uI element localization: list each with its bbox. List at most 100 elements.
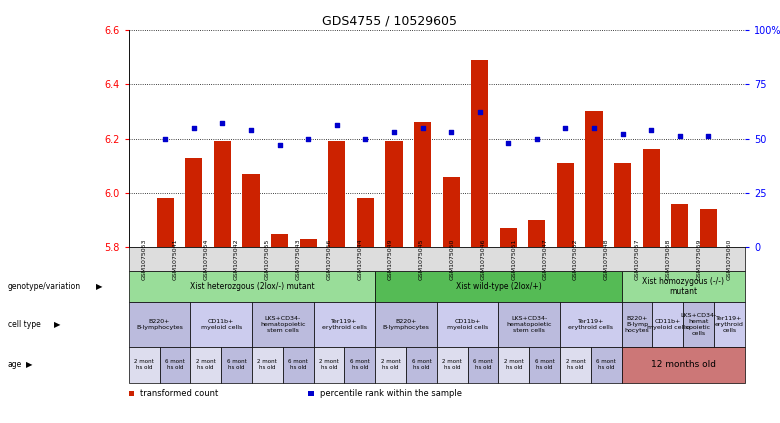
Text: 2 mont
hs old: 2 mont hs old: [504, 360, 523, 370]
Text: GSM1075057: GSM1075057: [635, 238, 640, 280]
Point: [445, 129, 457, 135]
Point: [588, 124, 601, 131]
Bar: [414, 122, 431, 247]
Text: GSM1075046: GSM1075046: [480, 238, 485, 280]
Text: GSM1075055: GSM1075055: [265, 239, 270, 280]
Text: Ter119+
erythroid cells: Ter119+ erythroid cells: [569, 319, 613, 330]
Bar: [557, 163, 574, 247]
Point: [616, 131, 629, 137]
Point: [702, 133, 714, 140]
Bar: [700, 209, 717, 247]
Point: [302, 135, 314, 142]
Text: GSM1075050: GSM1075050: [450, 239, 455, 280]
Point: [473, 109, 486, 116]
Text: GSM1075059: GSM1075059: [697, 238, 701, 280]
Bar: [385, 141, 402, 247]
Bar: [528, 220, 545, 247]
Text: age: age: [8, 360, 22, 369]
Text: GSM1075053: GSM1075053: [142, 238, 147, 280]
Text: Xist heterozgous (2lox/-) mutant: Xist heterozgous (2lox/-) mutant: [190, 282, 314, 291]
Text: 2 mont
hs old: 2 mont hs old: [442, 360, 462, 370]
Point: [159, 135, 172, 142]
Text: Ter119+
erythroid
cells: Ter119+ erythroid cells: [715, 316, 744, 333]
Text: GSM1075043: GSM1075043: [296, 238, 300, 280]
Text: LKS+CD34-
hemat
opoietic
cells: LKS+CD34- hemat opoietic cells: [681, 313, 717, 336]
Text: GSM1075045: GSM1075045: [419, 238, 424, 280]
Text: CD11b+
myeloid cells: CD11b+ myeloid cells: [647, 319, 689, 330]
Text: GSM1075056: GSM1075056: [327, 239, 332, 280]
Bar: [500, 228, 517, 247]
Bar: [356, 198, 374, 247]
Text: GSM1075048: GSM1075048: [604, 238, 608, 280]
Text: 6 mont
hs old: 6 mont hs old: [165, 360, 185, 370]
Point: [388, 129, 400, 135]
Bar: [442, 177, 459, 247]
Bar: [328, 141, 346, 247]
Text: ▶: ▶: [26, 360, 32, 369]
Text: B220+
B-lymphocytes: B220+ B-lymphocytes: [136, 319, 183, 330]
Text: ▶: ▶: [54, 320, 60, 329]
Text: GSM1075049: GSM1075049: [388, 238, 393, 280]
Text: GSM1075054: GSM1075054: [204, 238, 208, 280]
Text: LKS+CD34-
hematopoietic
stem cells: LKS+CD34- hematopoietic stem cells: [260, 316, 306, 333]
Point: [559, 124, 572, 131]
Bar: [271, 234, 288, 247]
Text: B220+
B-lymphocytes: B220+ B-lymphocytes: [382, 319, 430, 330]
Text: ▶: ▶: [96, 282, 102, 291]
Bar: [614, 163, 631, 247]
Point: [673, 133, 686, 140]
Text: percentile rank within the sample: percentile rank within the sample: [320, 389, 462, 398]
Text: CD11b+
myeloid cells: CD11b+ myeloid cells: [200, 319, 242, 330]
Text: 2 mont
hs old: 2 mont hs old: [134, 360, 154, 370]
Text: 2 mont
hs old: 2 mont hs old: [196, 360, 215, 370]
Bar: [186, 158, 203, 247]
Text: 6 mont
hs old: 6 mont hs old: [227, 360, 246, 370]
Point: [530, 135, 543, 142]
Text: GSM1075042: GSM1075042: [234, 238, 239, 280]
Bar: [671, 204, 688, 247]
Bar: [643, 149, 660, 247]
Text: GDS4755 / 10529605: GDS4755 / 10529605: [322, 15, 458, 28]
Point: [273, 142, 285, 148]
Text: GSM1075051: GSM1075051: [512, 239, 516, 280]
Text: 12 months old: 12 months old: [651, 360, 716, 369]
Text: 2 mont
hs old: 2 mont hs old: [381, 360, 400, 370]
Bar: [471, 60, 488, 247]
Text: 6 mont
hs old: 6 mont hs old: [473, 360, 493, 370]
Bar: [243, 174, 260, 247]
Point: [216, 120, 229, 126]
Text: 6 mont
hs old: 6 mont hs old: [412, 360, 431, 370]
Text: 6 mont
hs old: 6 mont hs old: [597, 360, 616, 370]
Text: 2 mont
hs old: 2 mont hs old: [566, 360, 585, 370]
Text: GSM1075047: GSM1075047: [542, 238, 547, 280]
Text: 2 mont
hs old: 2 mont hs old: [319, 360, 339, 370]
Text: GSM1075044: GSM1075044: [357, 238, 362, 280]
Text: 6 mont
hs old: 6 mont hs old: [350, 360, 370, 370]
Text: Xist homozygous (-/-)
mutant: Xist homozygous (-/-) mutant: [642, 277, 725, 296]
Point: [645, 126, 658, 133]
Text: 6 mont
hs old: 6 mont hs old: [535, 360, 555, 370]
Text: GSM1075058: GSM1075058: [665, 239, 670, 280]
Point: [188, 124, 200, 131]
Bar: [586, 111, 603, 247]
Text: Xist wild-type (2lox/+): Xist wild-type (2lox/+): [456, 282, 541, 291]
Bar: [157, 198, 174, 247]
Text: GSM1075060: GSM1075060: [727, 239, 732, 280]
Text: 2 mont
hs old: 2 mont hs old: [257, 360, 277, 370]
Text: GSM1075052: GSM1075052: [573, 238, 578, 280]
Text: CD11b+
myeloid cells: CD11b+ myeloid cells: [447, 319, 488, 330]
Text: LKS+CD34-
hematopoietic
stem cells: LKS+CD34- hematopoietic stem cells: [506, 316, 552, 333]
Text: 6 mont
hs old: 6 mont hs old: [289, 360, 308, 370]
Text: GSM1075041: GSM1075041: [172, 238, 177, 280]
Text: cell type: cell type: [8, 320, 41, 329]
Point: [359, 135, 371, 142]
Text: genotype/variation: genotype/variation: [8, 282, 81, 291]
Point: [331, 122, 343, 129]
Bar: [214, 141, 231, 247]
Text: Ter119+
erythroid cells: Ter119+ erythroid cells: [322, 319, 367, 330]
Point: [417, 124, 429, 131]
Bar: [300, 239, 317, 247]
Text: transformed count: transformed count: [140, 389, 218, 398]
Point: [245, 126, 257, 133]
Text: B220+
B-lymp
hocytes: B220+ B-lymp hocytes: [625, 316, 650, 333]
